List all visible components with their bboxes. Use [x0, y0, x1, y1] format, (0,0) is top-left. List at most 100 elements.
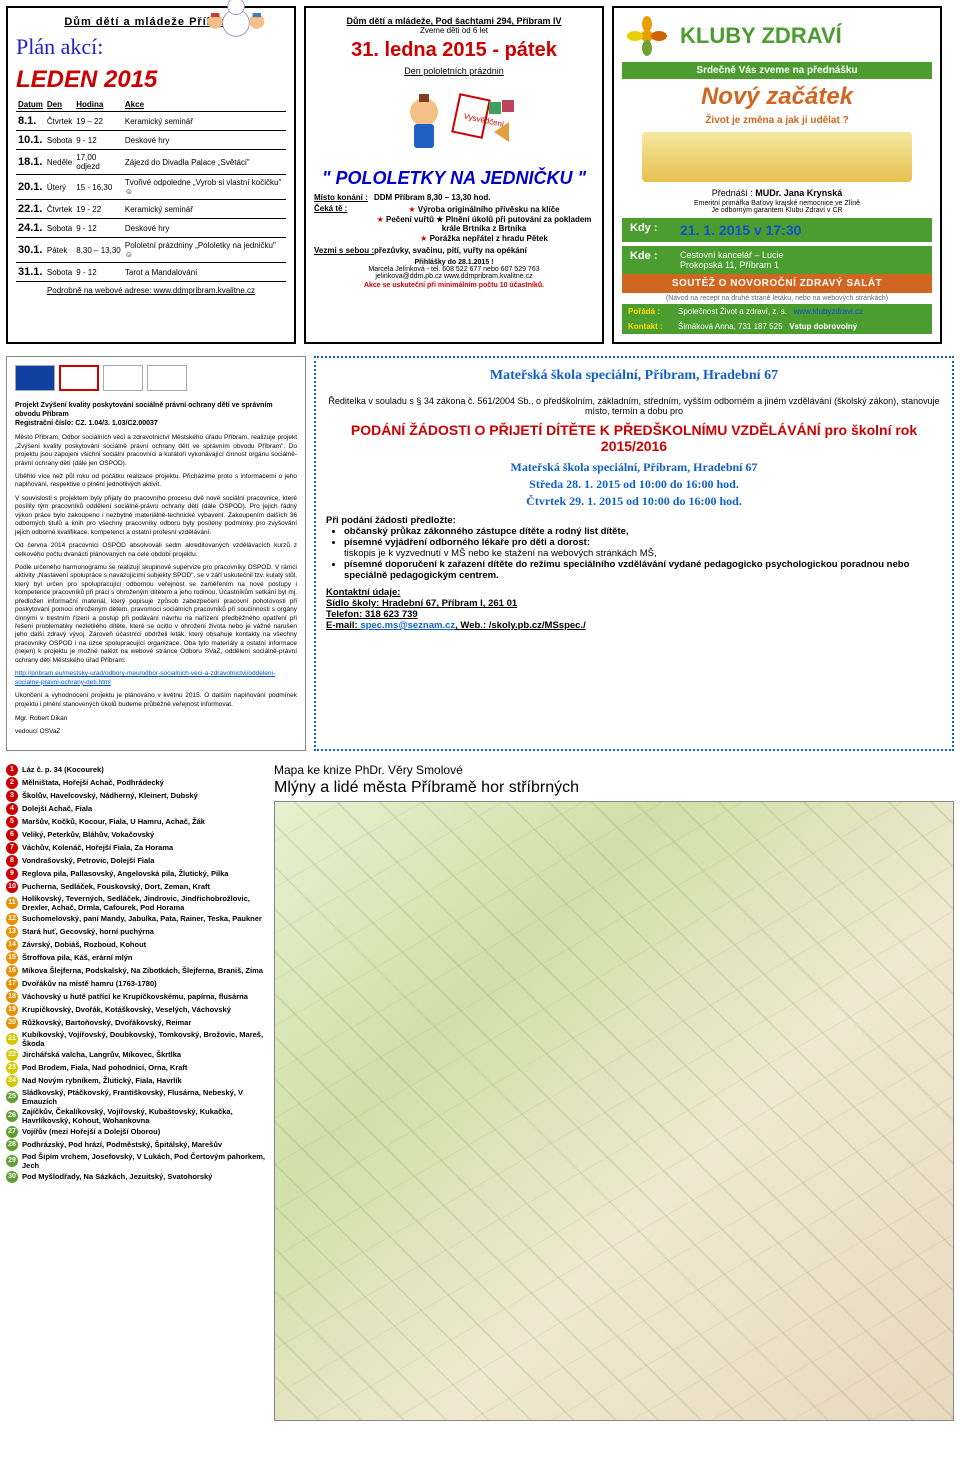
- table-row: 10.1.Sobota9 - 12Deskové hry: [16, 131, 286, 150]
- map-image: [274, 801, 954, 1421]
- legend-text: Maršův, Kočků, Kocour, Fiala, U Hamru, A…: [22, 817, 205, 826]
- legend-number: 2: [6, 777, 18, 789]
- proj-link[interactable]: http://pribram.eu/mestsky-urad/odbory-me…: [15, 670, 297, 687]
- legend-number: 24: [6, 1075, 18, 1087]
- legend-item: 18Váchovský u hutě patřící ke Krupičkovs…: [6, 991, 266, 1003]
- legend-text: Zajíčkův, Čekalíkovský, Vojířovský, Kuba…: [22, 1107, 266, 1125]
- legend-number: 3: [6, 790, 18, 802]
- eu-logos: [15, 365, 297, 395]
- legend-text: Pod Myšlodřady, Na Sázkách, Jezuitský, S…: [22, 1172, 212, 1181]
- contact-head: Kontaktní údaje:: [326, 587, 400, 598]
- legend-text: Pod Brodem, Fiala, Nad pohodnicí, Orna, …: [22, 1063, 187, 1072]
- map-legend: 1Láz č. p. 34 (Kocourek)2Mělništata, Hoř…: [6, 763, 266, 1421]
- legend-text: Suchomelovský, paní Mandy, Jabulka, Pata…: [22, 914, 262, 923]
- legend-number: 26: [6, 1110, 18, 1122]
- legend-number: 25: [6, 1091, 18, 1103]
- brand-text: KLUBY ZDRAVÍ: [680, 23, 842, 49]
- kde-value1: Cestovní kancelář – Lucie: [680, 250, 784, 260]
- legend-text: Podhrázský, Pod hrází, Podměstský, Špitá…: [22, 1140, 222, 1149]
- school-title: Mateřská škola speciální, Příbram, Hrade…: [326, 368, 942, 384]
- proj-sig2: vedoucí OSVaZ: [15, 728, 297, 736]
- legend-number: 12: [6, 913, 18, 925]
- legend-number: 8: [6, 855, 18, 867]
- docs-list: občanský průkaz zákonného zástupce dítět…: [344, 526, 942, 581]
- legend-number: 13: [6, 926, 18, 938]
- kontakt-value: Šimáková Anna, 731 187 525: [678, 322, 783, 331]
- legend-item: 6Veliký, Peterkův, Bláhův, Vokačovský: [6, 829, 266, 841]
- legend-text: Školův, Havelcovský, Nádherný, Kleinert,…: [22, 791, 198, 800]
- legend-number: 23: [6, 1062, 18, 1074]
- activity-list: ★ Výroba originálního přívěsku na klíče ★…: [374, 204, 594, 244]
- table-header: Den: [45, 98, 74, 112]
- activity-item: ★ Porážka nepřátel z hradu Pětek: [374, 234, 594, 243]
- legend-text: Růžkovský, Bartoňovský, Dvořákovský, Rei…: [22, 1018, 191, 1027]
- legend-item: 4Dolejší Achač, Fiala: [6, 803, 266, 815]
- legend-text: Váchův, Kolenáč, Hořejší Fiala, Za Horam…: [22, 843, 173, 852]
- school-tel: Telefon: 318 623 739: [326, 609, 418, 620]
- kontakt-label: Kontakt :: [628, 322, 678, 331]
- legend-item: 3 Školův, Havelcovský, Nádherný, Kleinert…: [6, 790, 266, 802]
- school-date1: Středa 28. 1. 2015 od 10:00 do 16:00 hod…: [326, 477, 942, 492]
- legend-item: 15Štroffova pila, Káš, erární mlýn: [6, 952, 266, 964]
- proj-p4: Od června 2014 pracovníci OSPOD absolvov…: [15, 542, 297, 559]
- legend-text: Reglova pila, Pallasovský, Angelovská pi…: [22, 869, 228, 878]
- lecture-title: Nový začátek: [622, 83, 932, 111]
- legend-text: Stará huť, Gecovský, horní puchýrna: [22, 927, 154, 936]
- table-row: 31.1.Sobota9 - 12Tarot a Mandalování: [16, 263, 286, 282]
- legend-item: 21 Kubíkovský, Vojířovský, Doubkovský, To…: [6, 1030, 266, 1048]
- p2-date: 31. ledna 2015 - pátek: [314, 39, 594, 62]
- school-email[interactable]: spec.ms@seznam.cz: [360, 620, 455, 631]
- legend-text: Láz č. p. 34 (Kocourek): [22, 765, 104, 774]
- legend-item: 20Růžkovský, Bartoňovský, Dvořákovský, R…: [6, 1017, 266, 1029]
- legend-text: Sládkovský, Ptáčkovský, Františkovský, F…: [22, 1088, 266, 1106]
- school-name: Mateřská škola speciální, Příbram, Hrade…: [326, 460, 942, 475]
- legend-item: 8Vondrašovský, Petrovic, Dolejší Fiala: [6, 855, 266, 867]
- legend-number: 1: [6, 764, 18, 776]
- poster-plan-akci: Dům dětí a mládeže Příbram Plán akcí: LE…: [6, 6, 296, 344]
- activity-item: ★ Výroba originálního přívěsku na klíče: [374, 205, 594, 214]
- table-header: Hodina: [74, 98, 123, 112]
- legend-text: Kubíkovský, Vojířovský, Doubkovský, Tomk…: [22, 1030, 266, 1048]
- legend-number: 4: [6, 803, 18, 815]
- legend-item: 10Pucherna, Sedláček, Fouskovský, Dort, …: [6, 881, 266, 893]
- speaker-name: MUDr. Jana Krynská: [755, 188, 842, 198]
- legend-item: 5 Maršův, Kočků, Kocour, Fiala, U Hamru, …: [6, 816, 266, 828]
- ceka-label: Čeká tě :: [314, 204, 374, 244]
- legend-number: 11: [6, 897, 18, 909]
- poster-pololetky: Dům dětí a mládeže, Pod šachtami 294, Př…: [304, 6, 604, 344]
- legend-number: 5: [6, 816, 18, 828]
- legend-item: 29Pod Šipím vrchem, Josefovský, V Lukách…: [6, 1152, 266, 1170]
- legend-number: 6: [6, 829, 18, 841]
- poster-row: Dům dětí a mládeže Příbram Plán akcí: LE…: [0, 0, 960, 350]
- legend-number: 19: [6, 1004, 18, 1016]
- porada-url[interactable]: www.klubyzdravi.cz: [794, 307, 863, 316]
- legend-item: 27Vojířův (mezi Hořejší a Dolejší Oborou…: [6, 1126, 266, 1138]
- poster-kluby-zdravi: KLUBY ZDRAVÍ Srdečně Vás zveme na předná…: [612, 6, 942, 344]
- proj-p1: Město Příbram, Odbor sociálních věcí a z…: [15, 434, 297, 468]
- speaker-desc2: Je odborným garantem Klubu Zdraví v ČR: [622, 207, 932, 214]
- vezmi-label: Vezmi s sebou :: [314, 246, 374, 255]
- kid-illustration: Vysvědčení: [314, 82, 594, 162]
- kdy-value: 21. 1. 2015 v 17:30: [680, 222, 801, 238]
- school-addr: Sídlo školy: Hradební 67, Příbram I, 261…: [326, 598, 517, 609]
- vstup: Vstup dobrovolný: [789, 322, 857, 331]
- competition-banner: SOUTĚŽ O NOVOROČNÍ ZDRAVÝ SALÁT: [622, 274, 932, 293]
- legend-number: 21: [6, 1033, 18, 1045]
- legend-number: 29: [6, 1155, 18, 1167]
- legend-number: 9: [6, 868, 18, 880]
- proj-sig1: Mgr. Robert Dikan: [15, 715, 297, 723]
- plan-month: LEDEN 2015: [16, 66, 186, 94]
- school-notice: Mateřská škola speciální, Příbram, Hrade…: [314, 356, 954, 751]
- kdy-label: Kdy :: [630, 222, 680, 238]
- legend-item: 19Krupičkovský, Dvořák, Kotáškovský, Ves…: [6, 1004, 266, 1016]
- proj-p3: V souvislosti s projektem byly přijaty d…: [15, 495, 297, 537]
- legend-number: 17: [6, 978, 18, 990]
- legend-item: 1 Láz č. p. 34 (Kocourek): [6, 764, 266, 776]
- legend-number: 28: [6, 1139, 18, 1151]
- proj-p5: Podle určeného harmonogramu se realizují…: [15, 564, 297, 665]
- doc-item: písemné doporučení k zařazení dítěte do …: [344, 559, 942, 581]
- min-warning: Akce se uskuteční při minimálním počtu 1…: [314, 282, 594, 289]
- legend-number: 30: [6, 1171, 18, 1183]
- event-table: DatumDenHodinaAkce 8.1.Čtvrtek19 – 22Ker…: [16, 98, 286, 282]
- deadline: Přihlášky do 28.1.2015 !: [415, 259, 494, 266]
